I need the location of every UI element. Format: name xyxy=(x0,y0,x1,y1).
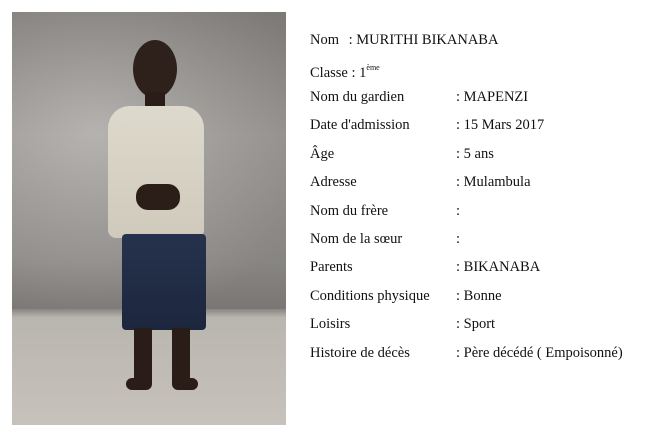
field-value: : MAPENZI xyxy=(456,89,529,105)
field-row: Histoire de décès : Père décédé ( Empoiso… xyxy=(310,344,623,362)
field-label: Date d'admission xyxy=(310,117,410,134)
field-label: Nom de la sœur xyxy=(310,231,403,247)
field-value: : Sport xyxy=(456,316,496,333)
field-label: Adresse xyxy=(310,174,357,191)
child-foot xyxy=(172,378,198,390)
field-label: Conditions physique xyxy=(310,287,430,304)
child-shorts xyxy=(122,234,206,330)
field-row: Adresse : Mulambula xyxy=(310,173,531,191)
field-value: : Bonne xyxy=(456,287,502,304)
child-neck xyxy=(145,92,165,110)
field-value: : xyxy=(456,231,461,247)
field-value: : Père décédé ( Empoisonné) xyxy=(456,344,623,361)
field-classe: Classe : 1ème xyxy=(310,59,380,82)
child-shirt xyxy=(108,106,204,238)
field-label: Histoire de décès xyxy=(310,344,410,361)
field-row: Date d'admission : 15 Mars 2017 xyxy=(310,116,544,134)
field-label: Parents xyxy=(310,259,353,276)
field-label: Loisirs xyxy=(310,316,351,333)
field-row: Âge : 5 ans xyxy=(310,145,494,163)
child-leg xyxy=(172,328,190,384)
field-label: Nom du gardien xyxy=(310,89,405,105)
field-label: Nom du frère xyxy=(310,202,389,219)
child-foot xyxy=(126,378,152,390)
field-label: Classe : 1 xyxy=(310,65,367,81)
child-leg xyxy=(134,328,152,384)
field-row: Nom du gardien : MAPENZI xyxy=(310,88,528,106)
field-nom: Nom : MURITHI BIKANABA xyxy=(310,31,498,49)
field-row: Nom de la sœur: xyxy=(310,230,460,248)
field-value: : 15 Mars 2017 xyxy=(456,117,545,134)
field-value: : BIKANABA xyxy=(456,259,541,276)
field-value: : xyxy=(456,202,461,219)
field-value: : 5 ans xyxy=(456,145,494,162)
field-value: : MURITHI BIKANABA xyxy=(348,32,499,48)
child-hands xyxy=(136,184,180,210)
field-row: Nom du frère: xyxy=(310,202,460,220)
child-head xyxy=(133,40,177,98)
field-label: Âge xyxy=(310,145,335,162)
field-label: Nom xyxy=(310,32,339,48)
field-row: Conditions physique : Bonne xyxy=(310,287,502,305)
field-superscript: ème xyxy=(366,63,380,72)
child-photo xyxy=(12,12,286,425)
field-value: : Mulambula xyxy=(456,174,531,191)
field-row: Loisirs : Sport xyxy=(310,315,495,333)
field-row: Parents : BIKANABA xyxy=(310,258,540,276)
